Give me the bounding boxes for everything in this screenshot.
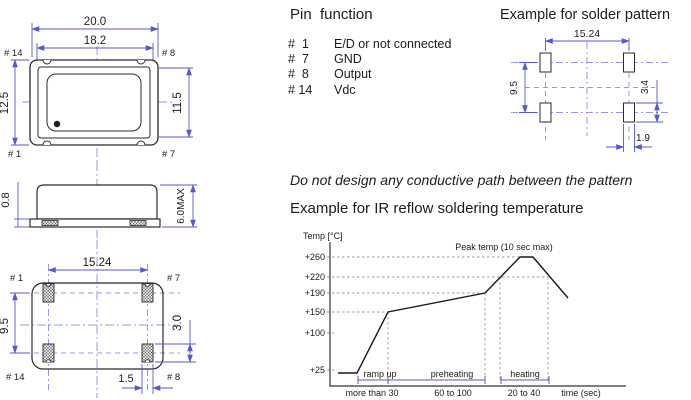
y-axis-label: Temp [°C] [303,231,343,241]
y-tick-label: +190 [305,288,325,298]
dim-label: 15.24 [83,257,112,269]
pin-number: # 14 [288,82,313,97]
pin-function-row: # 8 Output [288,67,493,82]
phase-duration-label: more than 30 [345,388,398,398]
conductive-path-note: Do not design any conductive path betwee… [290,172,633,188]
peak-temp-annotation: Peak temp (10 sec max) [455,242,553,252]
phase-duration-label: 60 to 100 [434,388,472,398]
dim-label: 9.5 [509,81,520,95]
dim-label: 15.24 [574,28,600,40]
dim-label: 6.0MAX [176,188,187,224]
dim-label: 3.0 [172,315,184,331]
pin-label: # 7 [162,149,175,160]
pin-function-row: # 7 GND [288,52,493,67]
pin-role: E/D or not connected [334,37,452,51]
y-tick-label: +150 [305,307,325,317]
phase-label: ramp up [363,369,396,379]
y-tick-label: +100 [305,328,325,338]
y-tick-label: +220 [305,272,325,282]
pin-function-title: Pin function [290,6,373,23]
phase-duration-label: 20 to 40 [508,388,541,398]
pin-function-section: Pin function # 1 E/D or not connected # … [288,6,493,98]
pin-label: # 14 [6,372,25,383]
y-tick-label: +25 [310,365,325,375]
y-tick-label: +260 [305,252,325,262]
centerlines [511,42,669,140]
dimension-lines [11,23,193,146]
dimension-lines [10,267,196,394]
solder-pattern-title: Example for solder pattern [500,7,671,23]
phase-brackets [357,376,550,384]
top-view-drawing: 20.0 18.2 12.5 11.5 # 14 # 8 # 1 # 7 [0,16,193,165]
solder-pattern-drawing: 15.24 9.5 3.4 1.9 [509,28,669,152]
temperature-profile-line [338,256,569,374]
side-view-drawing: 0.8 6.0MAX [0,162,197,238]
pin-label: # 8 [162,48,175,59]
chart-axes [329,242,626,387]
dim-label: 0.8 [0,192,12,207]
bottom-view-drawing: 15.24 9.5 3.0 1.5 # 1 # 7 # 14 # 8 [0,240,196,398]
x-axis-label: time (sec) [561,388,601,398]
gridlines [327,256,549,380]
dim-label: 11.5 [172,92,184,114]
dimension-lines [519,38,663,152]
pattern-pads [539,52,635,123]
dim-label: 18.2 [84,35,106,47]
pin-function-row: # 14 Vdc [288,83,493,98]
pin-role: Output [334,67,372,82]
pin1-marker-dot [53,120,61,128]
dimension-lines [14,182,197,228]
package-body-side [29,184,161,228]
solder-pads [42,283,154,363]
pin-role: Vdc [334,82,356,97]
dim-label: 1.9 [636,133,650,144]
pin-number: # 1 [288,37,309,51]
pin-function-row: # 1 E/D or not connected [288,37,493,52]
dim-label: 20.0 [84,16,106,28]
phase-label: preheating [431,369,474,379]
reflow-section-title: Example for IR reflow soldering temperat… [290,200,584,217]
pin-number: # 8 [288,67,309,82]
phase-label: heating [510,369,540,379]
pin-label: # 1 [8,149,21,160]
pin-role: GND [334,52,362,67]
pin-label: # 1 [10,273,23,284]
pin-label: # 14 [4,48,23,59]
dim-label: 9.5 [0,318,11,334]
dim-label: 1.5 [118,373,133,385]
pin-number: # 7 [288,52,309,67]
pin-label: # 8 [167,372,180,383]
dim-label: 3.4 [640,80,651,94]
dim-label: 12.5 [0,92,11,114]
package-body-bottom [31,282,164,370]
reflow-chart: Temp [°C] Peak temp (10 sec max) +260 +2… [303,231,626,398]
package-body-top [29,59,159,146]
pin-label: # 7 [167,273,180,284]
